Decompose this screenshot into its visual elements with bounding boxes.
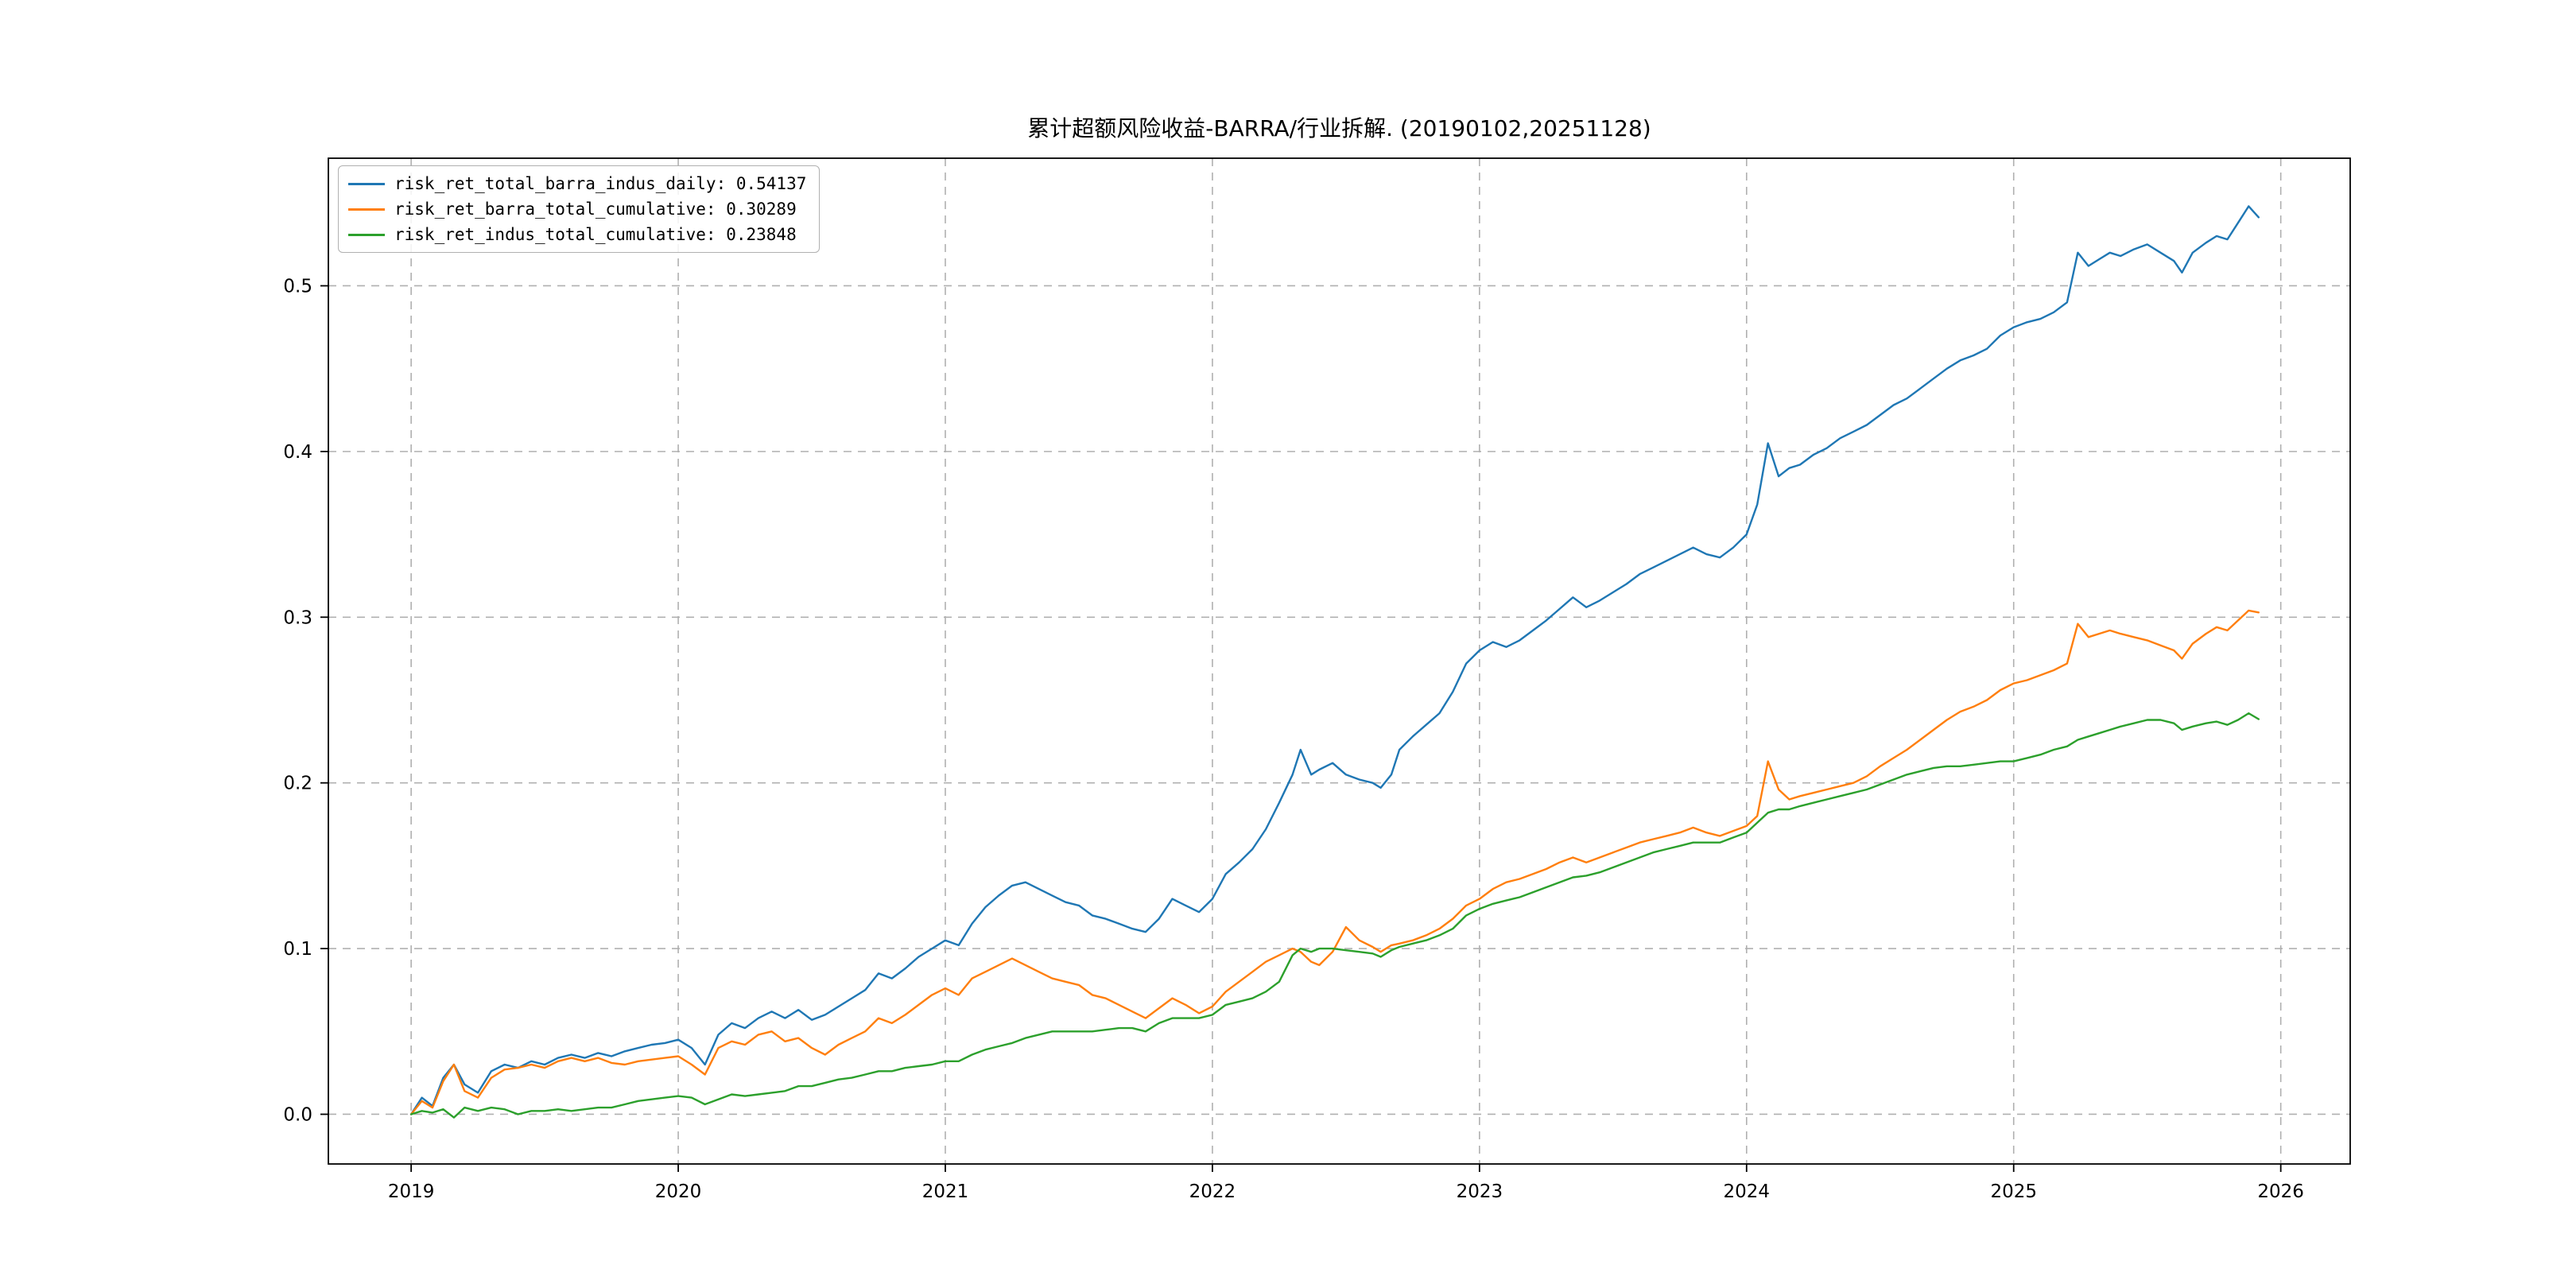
x-tick-label: 2020	[655, 1181, 702, 1202]
axes-frame	[328, 157, 2351, 1165]
series-line-risk_ret_indus_total_cumulative	[409, 712, 2260, 1119]
legend-line-sample	[348, 182, 385, 185]
y-tick-label: 0.5	[283, 276, 312, 297]
legend-line-sample	[348, 208, 385, 211]
x-tick-label: 2024	[1724, 1181, 1771, 1202]
legend-item-label: risk_ret_total_barra_indus_daily: 0.5413…	[394, 174, 807, 193]
grid	[328, 158, 2350, 1164]
x-tick-label: 2019	[388, 1181, 435, 1202]
legend-line-sample	[348, 233, 385, 236]
y-tick-label: 0.0	[283, 1104, 312, 1125]
y-tick-label: 0.4	[283, 442, 312, 463]
y-tick-label: 0.1	[283, 939, 312, 960]
series-line-risk_ret_barra_total_cumulative	[409, 609, 2260, 1115]
series-lines	[409, 205, 2260, 1119]
x-tick-label: 2023	[1457, 1181, 1503, 1202]
legend-item-label: risk_ret_indus_total_cumulative: 0.23848	[394, 225, 797, 244]
y-tick-label: 0.2	[283, 774, 312, 794]
y-tick-label: 0.3	[283, 607, 312, 628]
x-tick-label: 2026	[2257, 1181, 2304, 1202]
legend-item-label: risk_ret_barra_total_cumulative: 0.30289	[394, 200, 797, 219]
x-tick-label: 2022	[1189, 1181, 1236, 1202]
chart-title: 累计超额风险收益-BARRA/行业拆解. (20190102,20251128)	[1027, 115, 1651, 142]
x-tick-label: 2025	[1990, 1181, 2037, 1202]
legend: risk_ret_total_barra_indus_daily: 0.5413…	[338, 165, 821, 253]
axis-ticks: 2019 2020 2021 2022 2023 2024 2025 2026 0.0 0.1 0.…	[283, 276, 2304, 1202]
legend-item: risk_ret_total_barra_indus_daily: 0.5413…	[348, 174, 806, 193]
legend-item: risk_ret_barra_total_cumulative: 0.30289	[348, 200, 806, 219]
legend-item: risk_ret_indus_total_cumulative: 0.23848	[348, 225, 806, 244]
x-tick-label: 2021	[922, 1181, 969, 1202]
series-line-risk_ret_total_barra_indus_daily	[409, 205, 2260, 1115]
